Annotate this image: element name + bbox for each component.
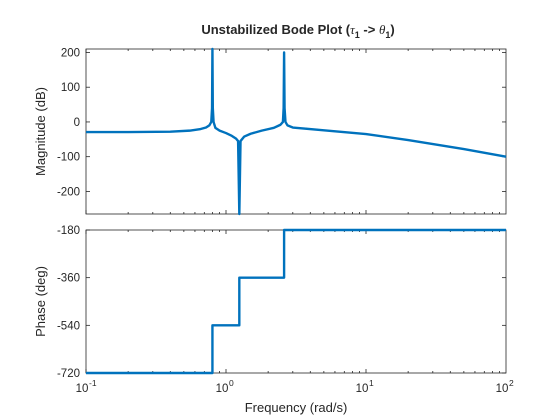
phase-xtick-label-exponent: 2: [509, 378, 514, 388]
phase-xtick-label: 10: [356, 383, 369, 395]
phase-ylabel: Phase (deg): [33, 266, 48, 337]
phase-ytick-label: -540: [57, 320, 80, 332]
phase-xtick-label: 10: [76, 383, 89, 395]
frequency-xlabel: Frequency (rad/s): [245, 400, 348, 415]
phase-xtick-label: 10: [496, 383, 509, 395]
phase-xtick-label-exponent: -1: [89, 378, 97, 388]
magnitude-ytick-label: 0: [74, 117, 80, 129]
phase-ytick-label: -360: [57, 273, 80, 285]
magnitude-ytick-label: -100: [57, 152, 80, 164]
magnitude-ytick-label: 200: [61, 47, 80, 59]
magnitude-ylabel: Magnitude (dB): [33, 87, 48, 176]
phase-plot-frame: [86, 230, 506, 373]
magnitude-ytick-label: -200: [57, 186, 80, 198]
phase-xtick-label: 10: [216, 383, 229, 395]
chart-title: Unstabilized Bode Plot (τ1 -> θ1): [201, 22, 394, 40]
phase-xtick-label-exponent: 1: [369, 378, 374, 388]
phase-ytick-label: -180: [57, 225, 80, 237]
magnitude-axes: -200 -100 0 100 200: [57, 47, 506, 214]
phase-ytick-label: -720: [57, 368, 80, 380]
phase-xtick-label-exponent: 0: [229, 378, 234, 388]
magnitude-ytick-label: 100: [61, 82, 80, 94]
